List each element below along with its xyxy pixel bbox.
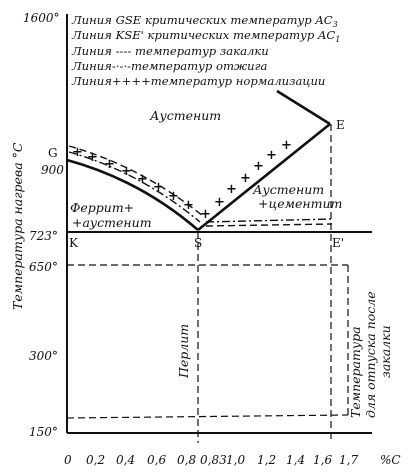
x-tick: 0,4 (116, 453, 135, 467)
x-tick: 0,2 (86, 453, 105, 467)
x-tick: 0,8 (177, 453, 196, 467)
quench-line-hypo (68, 145, 204, 217)
x-tick: 0,83 (200, 453, 227, 467)
tempering-label-line: закалки (378, 325, 393, 378)
point-g-label: G (48, 146, 58, 160)
x-tick: 0,6 (147, 453, 166, 467)
plus-marker: + (137, 172, 148, 187)
plus-marker: + (281, 138, 292, 153)
legend-normalize-line: Линия++++температур нормализации (71, 74, 325, 88)
plus-marker: + (266, 148, 277, 163)
x-tick: 0 (64, 453, 72, 467)
y-tick-723: 723° (29, 229, 58, 243)
plus-marker: + (253, 159, 264, 174)
plus-marker: + (72, 145, 83, 160)
plus-marker: + (200, 207, 211, 222)
region-austenite: Аустенит (149, 108, 221, 123)
region-ferrite-austenite: +аустенит (72, 215, 152, 230)
tempering-label-line: для отпуска после (363, 291, 378, 418)
y-tick-300: 300° (29, 349, 58, 363)
y-axis-ticks: 1600° 900 723° 650° 300° 150° (23, 11, 64, 439)
e-line-extension (276, 89, 331, 126)
tempering-label-line: Температура (348, 326, 363, 418)
legend: Линия GSE критических температур AC3 Лин… (71, 13, 340, 88)
x-axis-unit: %С (380, 453, 401, 467)
legend-line-gse: Линия GSE критических температур AC3 (71, 13, 338, 29)
region-pearlite: Перлит (176, 324, 191, 379)
line-150 (66, 414, 349, 419)
x-axis-ticks: 0 0,2 0,4 0,6 0,8 0,83 1,0 1,2 1,4 1,6 1… (64, 453, 401, 467)
x-tick: 1,0 (226, 453, 245, 467)
y-tick-650: 650° (29, 260, 58, 274)
region-ferrite-austenite: Феррит+ (70, 200, 134, 215)
plus-marker: + (183, 198, 194, 213)
y-tick-900: 900 (41, 163, 64, 177)
x-tick: 1,6 (313, 453, 332, 467)
anneal-line-hypo (68, 151, 201, 223)
y-axis-label: Температура нагрева °С (10, 142, 25, 310)
x-tick: 1,7 (339, 453, 358, 467)
gs-line-ac3 (66, 158, 199, 231)
anneal-line-hyper (205, 218, 333, 223)
point-k-label: K (69, 236, 79, 250)
plus-marker: + (168, 189, 179, 204)
legend-anneal-line: Линия-·-·-температур отжига (71, 59, 267, 73)
quench-line-hyper (205, 223, 333, 227)
plus-marker: + (87, 150, 98, 165)
region-austenite-cementite: Аустенит (252, 182, 324, 197)
x-tick: 1,4 (286, 453, 305, 467)
x-tick: 1,2 (257, 453, 276, 467)
se-line-acm (197, 122, 331, 232)
plus-marker: + (240, 171, 251, 186)
point-e-label: E (336, 118, 345, 132)
plus-marker: + (121, 164, 132, 179)
tempering-label: Температура для отпуска после закалки (348, 291, 393, 418)
legend-quench-line: Линия ---- температур закалки (71, 44, 269, 58)
plus-marker: + (153, 180, 164, 195)
region-austenite-cementite: +цементит (258, 196, 342, 211)
y-tick-150: 150° (29, 425, 58, 439)
plus-marker: + (226, 182, 237, 197)
normalization-plus-markers: + + + + + + + + + + + + + + + (72, 138, 292, 222)
point-s-label: S (194, 236, 202, 250)
legend-line-kse: Линия KSE' критических температур AC1 (71, 28, 340, 44)
plus-marker: + (214, 195, 225, 210)
point-e-prime-label: E' (332, 236, 344, 250)
plus-marker: + (104, 157, 115, 172)
y-tick-1600: 1600° (23, 11, 60, 25)
